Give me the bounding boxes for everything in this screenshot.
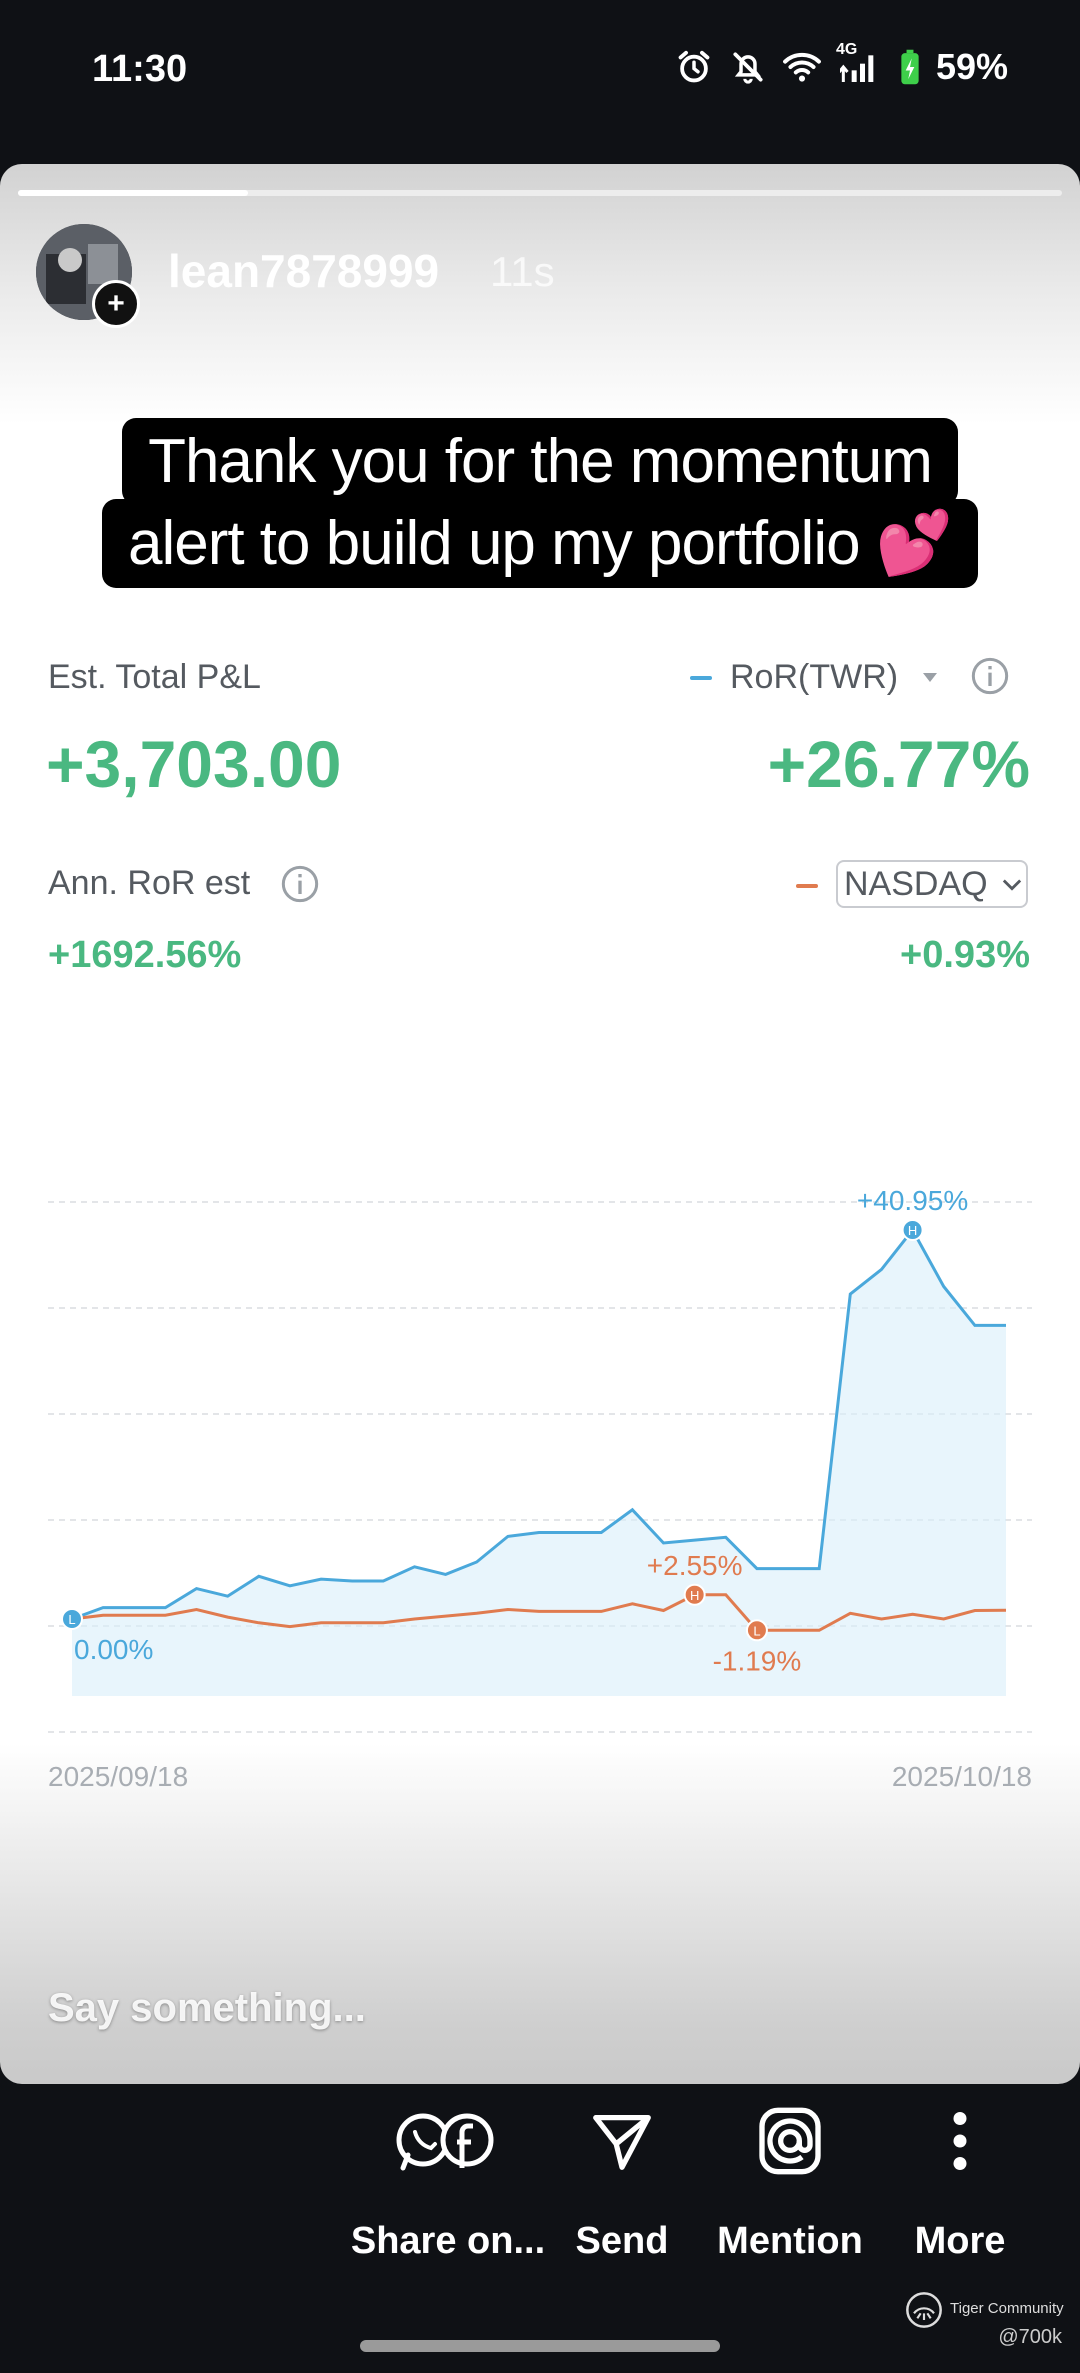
- ror-value: +26.77%: [767, 727, 1030, 801]
- share-on-button[interactable]: Share on...: [348, 2098, 548, 2263]
- send-label: Send: [575, 2220, 669, 2262]
- marker-letter: L: [753, 1623, 760, 1638]
- notifications-off-icon: [728, 47, 768, 87]
- series-line-0: [71, 1227, 1006, 1621]
- mention-label: Mention: [717, 2220, 863, 2262]
- status-time: 11:30: [92, 48, 188, 90]
- total-pnl-value: +3,703.00: [46, 727, 342, 801]
- whatsapp-facebook-icon: [348, 2098, 548, 2184]
- marker-letter: H: [690, 1588, 699, 1603]
- status-icons: 4G 59%: [674, 41, 1008, 88]
- ann-info-icon[interactable]: [280, 864, 320, 904]
- signal-icon: 4G: [836, 41, 884, 87]
- data-label: +40.95%: [857, 1185, 968, 1216]
- watermark-handle: @700k: [998, 2326, 1062, 2348]
- data-label: -1.19%: [713, 1645, 802, 1676]
- status-bar: 11:30 4G 59%: [0, 0, 1080, 118]
- dropdown-triangle-icon[interactable]: [918, 666, 942, 690]
- info-icon[interactable]: [970, 656, 1010, 696]
- ror-selector-label[interactable]: RoR(TWR): [730, 658, 899, 696]
- marker-h: [683, 1583, 706, 1606]
- more-vertical-icon: [880, 2098, 1040, 2184]
- caption-line-2: alert to build up my portfolio 💕: [101, 499, 979, 588]
- marker-l: [745, 1619, 768, 1642]
- story-time-ago: 11s: [490, 248, 555, 295]
- x-start-label: 2025/09/18: [48, 1761, 188, 1792]
- avatar[interactable]: [36, 224, 132, 320]
- performance-chart: L0.00%H+40.95%H+2.55%L-1.19% 2025/09/18 …: [48, 1185, 1032, 1792]
- caption-line-1: Thank you for the momentum: [122, 418, 958, 505]
- benchmark-select[interactable]: NASDAQ: [836, 860, 1028, 908]
- nasdaq-legend-swatch: [796, 884, 818, 888]
- wifi-icon: [782, 47, 822, 87]
- alarm-icon: [674, 47, 714, 87]
- chevron-down-icon: [1002, 879, 1022, 891]
- ann-ror-value: +1692.56%: [48, 934, 242, 976]
- benchmark-value: +0.93%: [900, 934, 1030, 976]
- marker-h: [901, 1218, 924, 1241]
- home-indicator[interactable]: [360, 2340, 720, 2352]
- x-end-label: 2025/10/18: [892, 1761, 1032, 1792]
- data-label: 0.00%: [74, 1634, 153, 1665]
- send-icon: [552, 2098, 692, 2184]
- send-button[interactable]: Send: [552, 2098, 692, 2263]
- marker-letter: H: [908, 1223, 917, 1238]
- total-pnl-label: Est. Total P&L: [48, 658, 261, 696]
- add-story-plus-icon[interactable]: +: [92, 280, 140, 328]
- watermark-brand: Tiger Community: [950, 2300, 1064, 2317]
- story-username[interactable]: lean7878999: [168, 245, 440, 297]
- data-label: +2.55%: [647, 1550, 743, 1581]
- reply-input[interactable]: Say something...: [48, 1986, 366, 2030]
- battery-charging-icon: [898, 47, 922, 87]
- more-button[interactable]: More: [880, 2098, 1040, 2263]
- mention-icon: [700, 2098, 880, 2184]
- mention-button[interactable]: Mention: [700, 2098, 880, 2263]
- series-line-1: [71, 1593, 1007, 1632]
- benchmark-select-label: NASDAQ: [844, 864, 988, 903]
- network-label: 4G: [835, 41, 858, 58]
- marker-l: [61, 1608, 83, 1630]
- tiger-community-logo-icon: [906, 2292, 942, 2328]
- ror-legend-swatch: [690, 676, 712, 680]
- ror-area: [72, 1230, 1006, 1696]
- caption-sticker: Thank you for the momentum alert to buil…: [0, 418, 1080, 588]
- ann-ror-label: Ann. RoR est: [48, 864, 251, 902]
- more-label: More: [914, 2220, 1006, 2262]
- battery-percent: 59%: [935, 46, 1008, 87]
- share-on-label: Share on...: [350, 2220, 546, 2262]
- marker-letter: L: [68, 1612, 75, 1627]
- story-progress-fill: [18, 190, 248, 196]
- story-card[interactable]: + lean7878999 11s Thank you for the mome…: [0, 164, 1080, 2084]
- story-progress-bar: [18, 190, 1062, 196]
